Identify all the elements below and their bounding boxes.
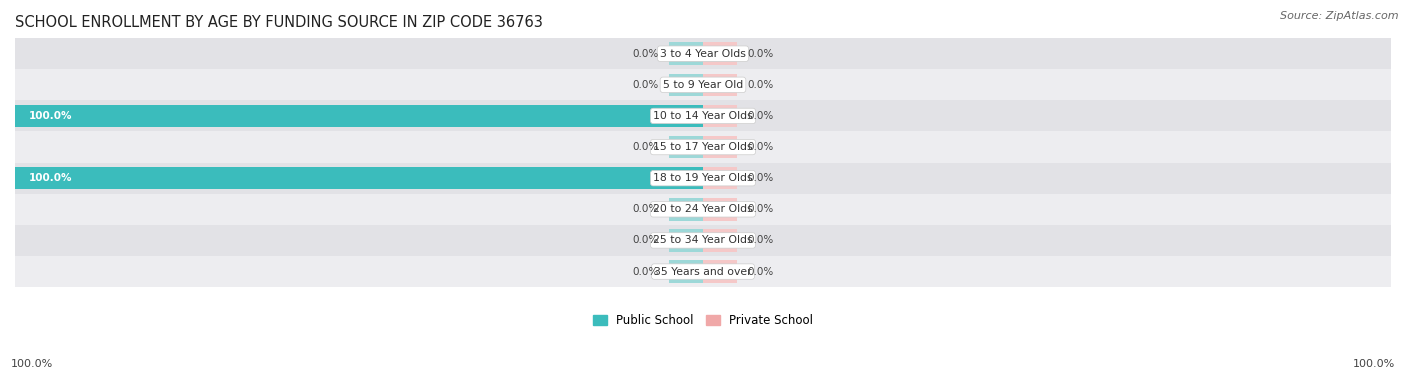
Bar bbox=[15, 167, 703, 189]
Text: 0.0%: 0.0% bbox=[633, 204, 658, 214]
Bar bbox=[15, 225, 1391, 256]
Text: 0.0%: 0.0% bbox=[633, 49, 658, 59]
Text: 100.0%: 100.0% bbox=[1353, 359, 1395, 369]
Bar bbox=[703, 74, 737, 96]
Text: 20 to 24 Year Olds: 20 to 24 Year Olds bbox=[654, 204, 752, 214]
Text: 35 Years and over: 35 Years and over bbox=[654, 267, 752, 277]
Bar bbox=[669, 74, 703, 96]
Bar bbox=[703, 167, 737, 189]
Text: 0.0%: 0.0% bbox=[633, 80, 658, 90]
Bar bbox=[669, 136, 703, 158]
Bar bbox=[15, 194, 1391, 225]
Text: Source: ZipAtlas.com: Source: ZipAtlas.com bbox=[1281, 11, 1399, 21]
Bar bbox=[15, 100, 1391, 132]
Text: 0.0%: 0.0% bbox=[633, 267, 658, 277]
Text: 0.0%: 0.0% bbox=[633, 236, 658, 245]
Text: 0.0%: 0.0% bbox=[748, 173, 773, 183]
Bar bbox=[669, 198, 703, 221]
Bar bbox=[669, 261, 703, 283]
Text: 5 to 9 Year Old: 5 to 9 Year Old bbox=[662, 80, 744, 90]
Text: 0.0%: 0.0% bbox=[748, 142, 773, 152]
Bar bbox=[15, 162, 1391, 194]
Text: 0.0%: 0.0% bbox=[748, 80, 773, 90]
Bar bbox=[703, 105, 737, 127]
Bar bbox=[703, 198, 737, 221]
Text: 0.0%: 0.0% bbox=[748, 267, 773, 277]
Bar bbox=[15, 256, 1391, 287]
Bar bbox=[703, 229, 737, 251]
Text: 10 to 14 Year Olds: 10 to 14 Year Olds bbox=[654, 111, 752, 121]
Text: 0.0%: 0.0% bbox=[748, 111, 773, 121]
Bar bbox=[15, 69, 1391, 100]
Bar bbox=[669, 43, 703, 65]
Bar bbox=[15, 38, 1391, 69]
Text: 18 to 19 Year Olds: 18 to 19 Year Olds bbox=[654, 173, 752, 183]
Bar bbox=[703, 43, 737, 65]
Bar bbox=[669, 229, 703, 251]
Text: 0.0%: 0.0% bbox=[748, 204, 773, 214]
Text: 3 to 4 Year Olds: 3 to 4 Year Olds bbox=[659, 49, 747, 59]
Text: 100.0%: 100.0% bbox=[28, 173, 72, 183]
Text: 0.0%: 0.0% bbox=[748, 236, 773, 245]
Text: 15 to 17 Year Olds: 15 to 17 Year Olds bbox=[654, 142, 752, 152]
Bar bbox=[703, 261, 737, 283]
Text: 25 to 34 Year Olds: 25 to 34 Year Olds bbox=[654, 236, 752, 245]
Bar bbox=[15, 132, 1391, 162]
Legend: Public School, Private School: Public School, Private School bbox=[588, 310, 818, 332]
Text: 0.0%: 0.0% bbox=[633, 142, 658, 152]
Text: 100.0%: 100.0% bbox=[28, 111, 72, 121]
Text: 100.0%: 100.0% bbox=[11, 359, 53, 369]
Bar bbox=[15, 105, 703, 127]
Text: SCHOOL ENROLLMENT BY AGE BY FUNDING SOURCE IN ZIP CODE 36763: SCHOOL ENROLLMENT BY AGE BY FUNDING SOUR… bbox=[15, 15, 543, 30]
Text: 0.0%: 0.0% bbox=[748, 49, 773, 59]
Bar bbox=[703, 136, 737, 158]
